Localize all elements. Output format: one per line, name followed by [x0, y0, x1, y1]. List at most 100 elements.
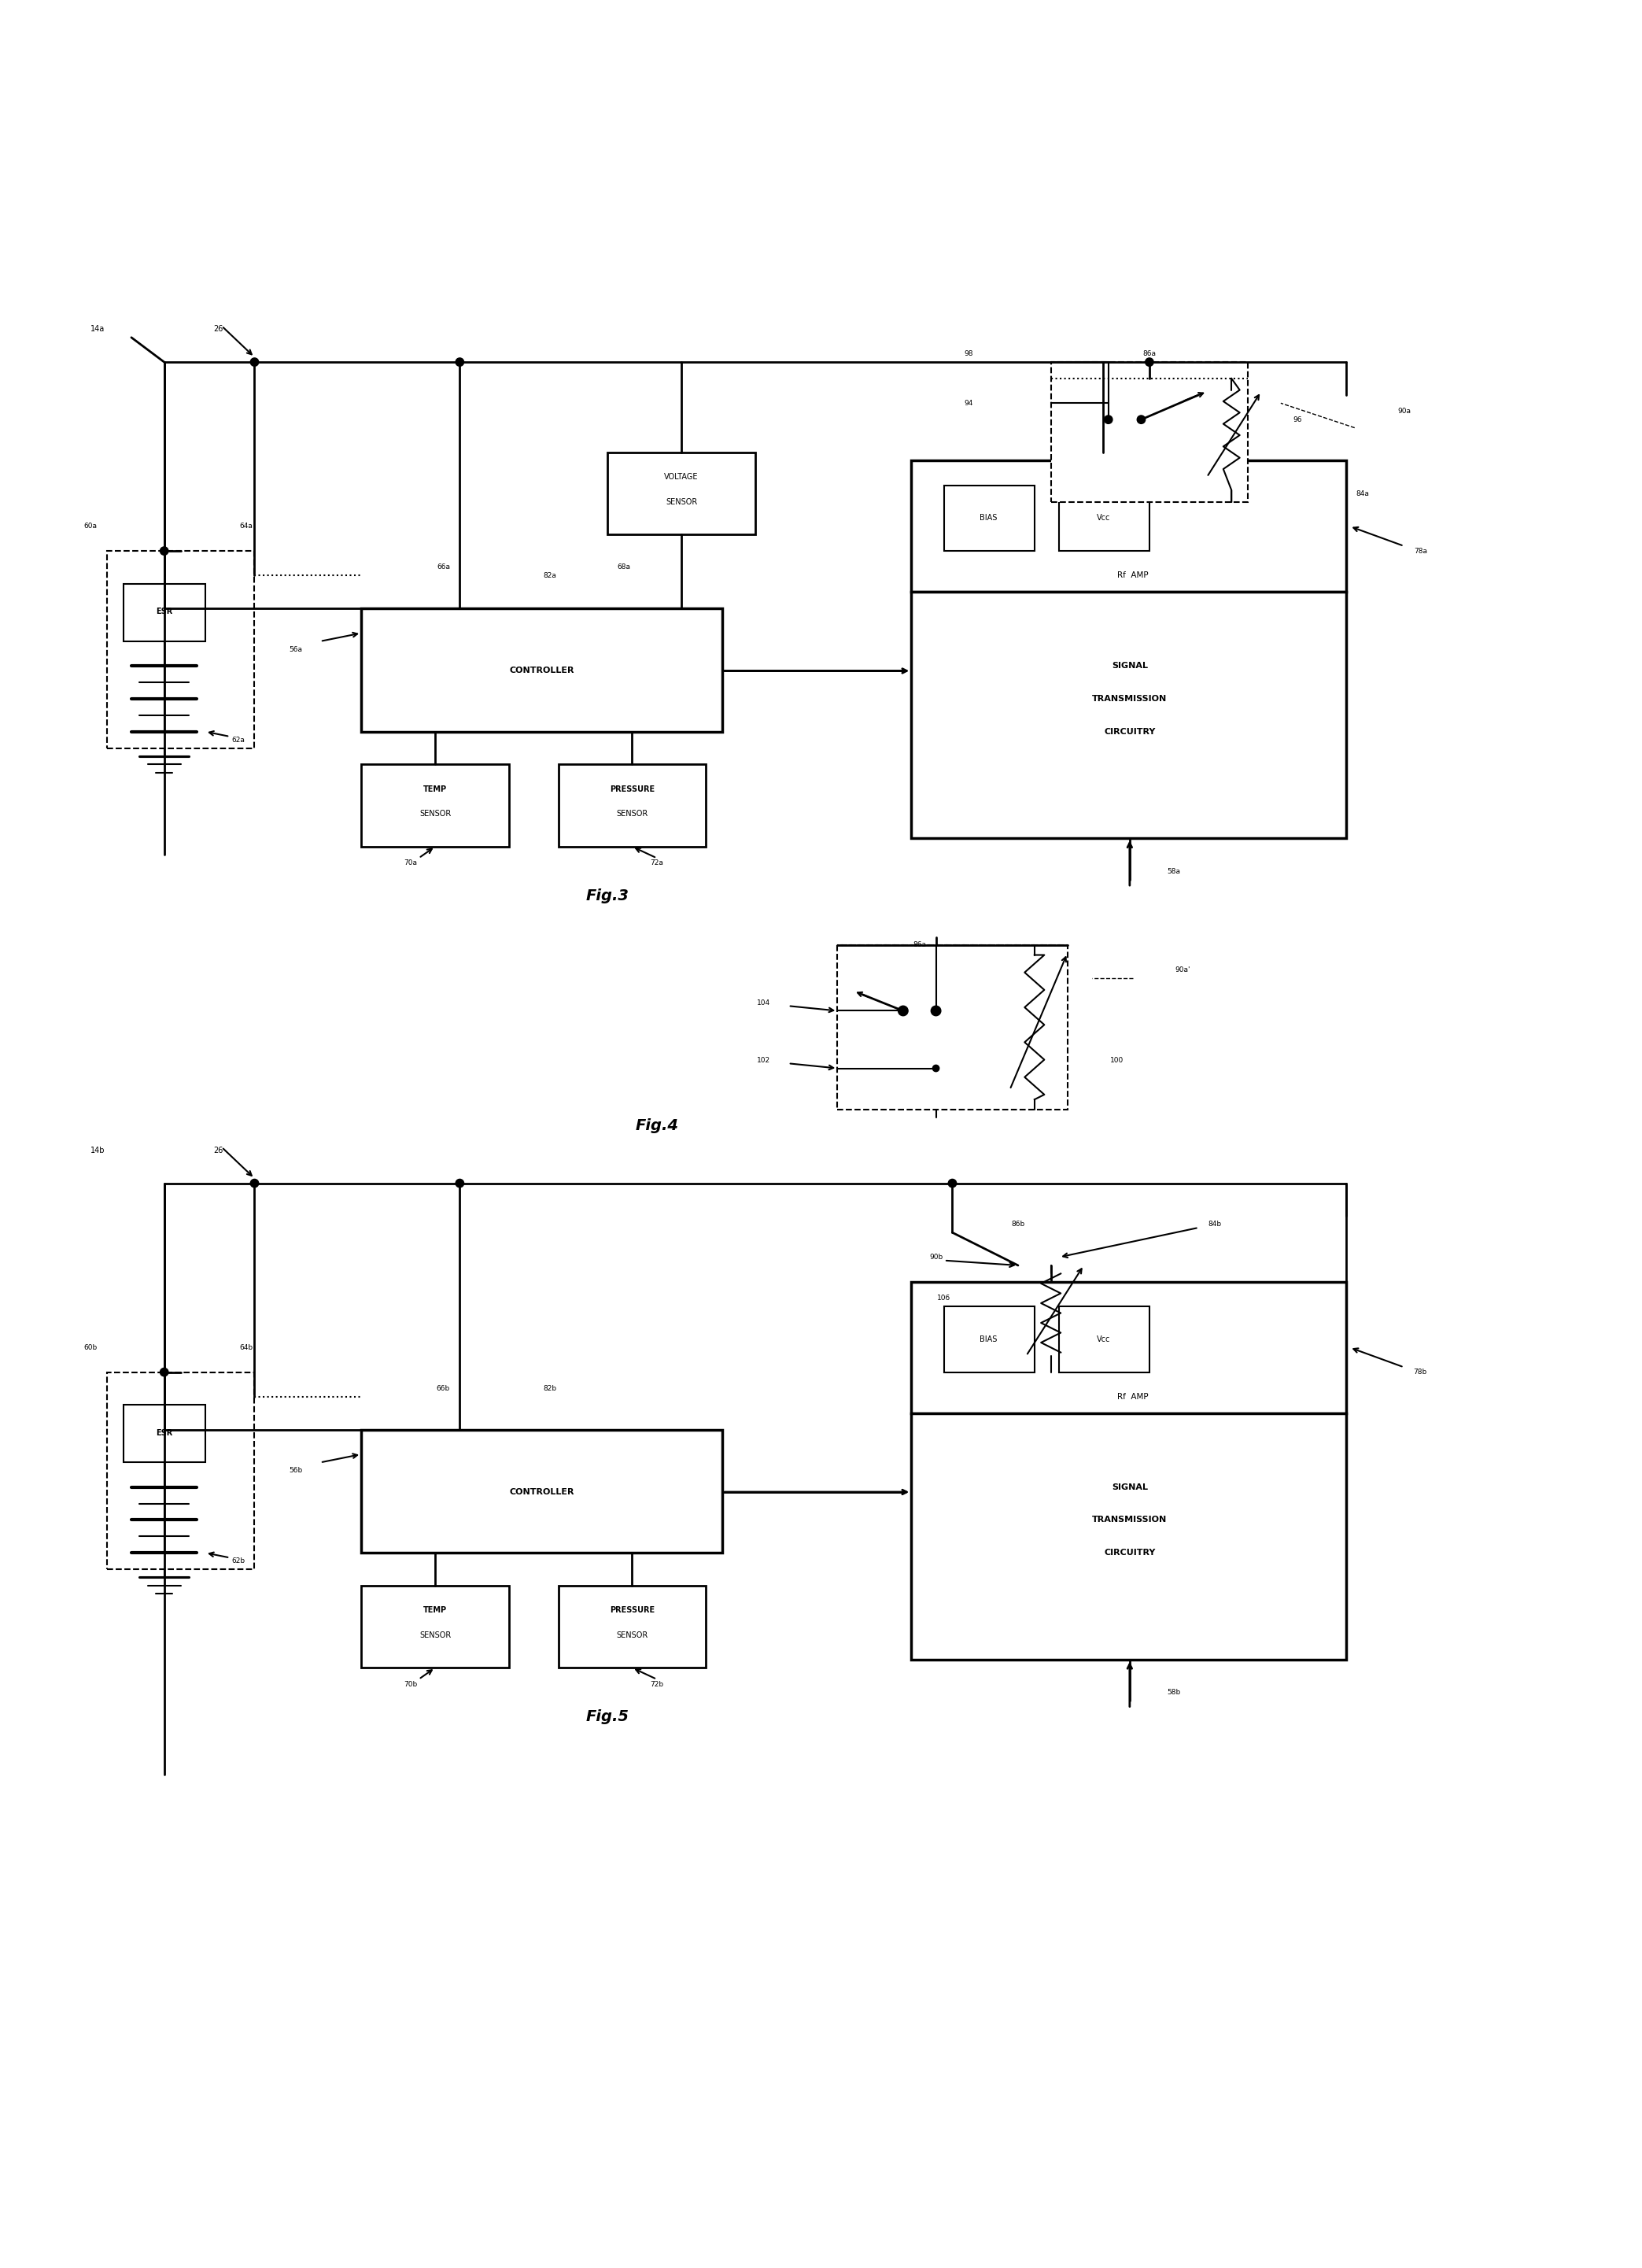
Text: 64a: 64a [240, 524, 253, 531]
Text: 82a: 82a [544, 572, 557, 578]
Circle shape [1105, 415, 1113, 424]
Circle shape [898, 1007, 908, 1016]
Circle shape [456, 1179, 465, 1188]
Text: 58b: 58b [1167, 1690, 1181, 1696]
Text: 78b: 78b [1414, 1368, 1427, 1377]
Text: CIRCUITRY: CIRCUITRY [1103, 728, 1156, 735]
Text: ESR: ESR [156, 608, 172, 615]
Text: 84a: 84a [1356, 490, 1369, 497]
Text: 82b: 82b [544, 1386, 557, 1393]
Bar [558, 764, 706, 846]
Text: 84b: 84b [1209, 1220, 1222, 1227]
Text: SENSOR: SENSOR [616, 1631, 649, 1640]
Text: 64b: 64b [240, 1345, 253, 1352]
Text: SENSOR: SENSOR [665, 497, 698, 506]
Bar [107, 1372, 255, 1569]
Text: 106: 106 [938, 1295, 951, 1302]
Text: 14b: 14b [90, 1148, 105, 1154]
Text: 86a: 86a [1143, 349, 1156, 358]
Circle shape [933, 1066, 939, 1070]
Text: Fig.5: Fig.5 [586, 1710, 629, 1724]
Text: BIAS: BIAS [980, 515, 997, 522]
Text: SIGNAL: SIGNAL [1112, 662, 1148, 669]
Text: BIAS: BIAS [980, 1336, 997, 1343]
Text: TEMP: TEMP [424, 785, 447, 794]
Bar [107, 551, 255, 748]
Circle shape [1146, 358, 1153, 365]
Text: 100: 100 [1110, 1057, 1123, 1064]
Text: 68a: 68a [617, 565, 631, 572]
Text: 56a: 56a [289, 646, 302, 653]
Text: Rf  AMP: Rf AMP [1118, 1393, 1148, 1402]
Text: CONTROLLER: CONTROLLER [509, 1488, 575, 1497]
Text: Fig.3: Fig.3 [586, 889, 629, 903]
Bar [837, 946, 1067, 1109]
Text: 98: 98 [964, 349, 974, 358]
Text: TEMP: TEMP [424, 1606, 447, 1615]
Text: SIGNAL: SIGNAL [1112, 1483, 1148, 1490]
Text: SENSOR: SENSOR [419, 810, 452, 819]
Bar [911, 1281, 1346, 1413]
Text: 78a: 78a [1414, 547, 1427, 553]
Bar [911, 592, 1346, 839]
Text: 26: 26 [213, 324, 223, 333]
Text: Fig.4: Fig.4 [635, 1118, 678, 1134]
Text: TRANSMISSION: TRANSMISSION [1092, 694, 1167, 703]
Bar [911, 1413, 1346, 1660]
Text: CIRCUITRY: CIRCUITRY [1103, 1549, 1156, 1556]
Bar [944, 485, 1034, 551]
Bar [361, 1429, 722, 1554]
Circle shape [161, 547, 169, 556]
Text: 60a: 60a [84, 524, 97, 531]
Text: 14a: 14a [90, 324, 105, 333]
Circle shape [1138, 415, 1146, 424]
Text: 90a': 90a' [1174, 966, 1190, 973]
Circle shape [931, 1007, 941, 1016]
Circle shape [949, 1179, 956, 1188]
Bar [361, 1585, 509, 1667]
Text: 66b: 66b [437, 1386, 450, 1393]
Text: 70a: 70a [404, 860, 417, 866]
Bar [944, 1306, 1034, 1372]
Text: SENSOR: SENSOR [419, 1631, 452, 1640]
Text: PRESSURE: PRESSURE [609, 785, 655, 794]
Text: 56b: 56b [289, 1467, 302, 1474]
Text: 86b: 86b [1011, 1220, 1025, 1227]
Text: 72a: 72a [650, 860, 663, 866]
Text: 90b: 90b [929, 1254, 943, 1261]
Text: Vcc: Vcc [1097, 1336, 1110, 1343]
Circle shape [456, 358, 465, 365]
Text: 72b: 72b [650, 1681, 663, 1687]
Text: 70b: 70b [404, 1681, 417, 1687]
Text: 94: 94 [964, 399, 974, 406]
Bar [1059, 1306, 1149, 1372]
Text: CONTROLLER: CONTROLLER [509, 667, 575, 676]
Circle shape [251, 1179, 259, 1188]
Text: Rf  AMP: Rf AMP [1118, 572, 1148, 581]
Text: ESR: ESR [156, 1429, 172, 1438]
Text: 26: 26 [213, 1148, 223, 1154]
Text: 58a: 58a [1167, 869, 1181, 875]
Text: 60b: 60b [84, 1345, 97, 1352]
Bar [361, 764, 509, 846]
Text: 102: 102 [757, 1057, 770, 1064]
Bar [558, 1585, 706, 1667]
Text: Vcc: Vcc [1097, 515, 1110, 522]
Bar [123, 583, 205, 642]
Text: 86a: 86a [913, 941, 926, 948]
Text: 62b: 62b [232, 1558, 245, 1565]
Bar [911, 460, 1346, 592]
Text: 96: 96 [1292, 415, 1302, 424]
Text: VOLTAGE: VOLTAGE [665, 474, 698, 481]
Circle shape [251, 358, 259, 365]
Circle shape [161, 1368, 169, 1377]
Bar [608, 451, 755, 535]
Bar [1051, 363, 1248, 501]
Text: SENSOR: SENSOR [616, 810, 649, 819]
Bar [123, 1404, 205, 1463]
Text: PRESSURE: PRESSURE [609, 1606, 655, 1615]
Text: 66a: 66a [437, 565, 450, 572]
Bar [361, 608, 722, 733]
Text: 104: 104 [757, 1000, 770, 1007]
Text: 90a: 90a [1397, 408, 1410, 415]
